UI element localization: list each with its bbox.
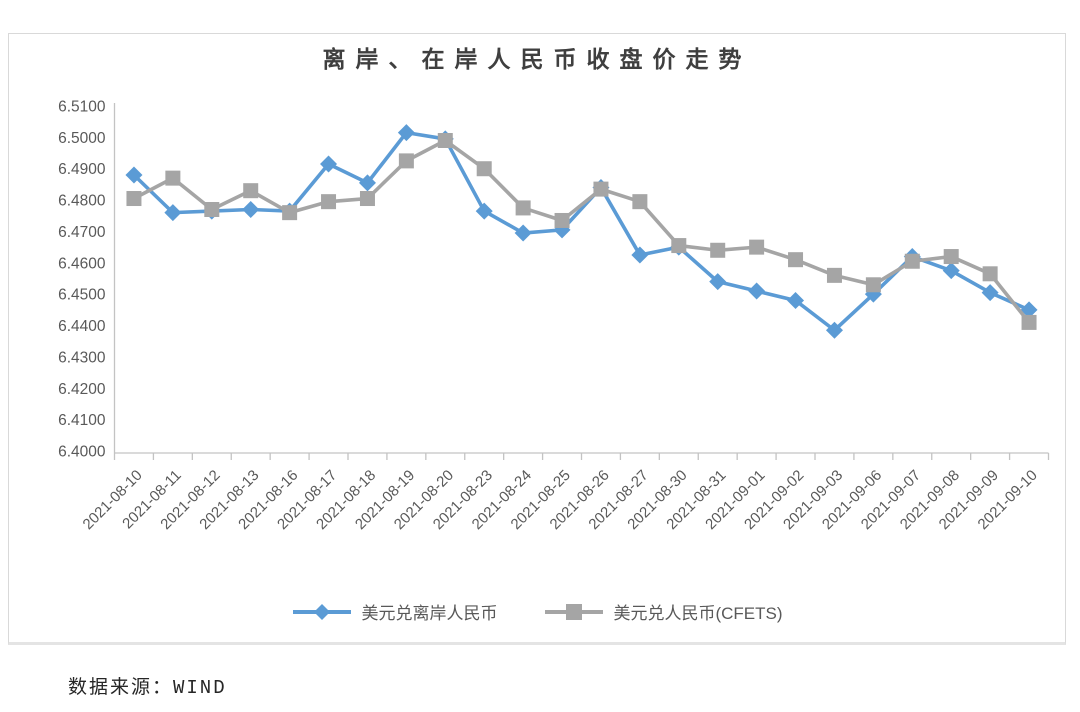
legend-item-offshore: 美元兑离岸人民币	[291, 599, 497, 624]
plot-area: 6.5100 6.5000 6.4900 6.4800 6.4700 6.4600 6.45…	[58, 99, 1050, 533]
svg-text:6.4100: 6.4100	[58, 412, 106, 429]
marker-square	[204, 202, 220, 217]
marker-square	[826, 267, 842, 283]
axes	[113, 103, 1050, 460]
svg-text:6.4000: 6.4000	[58, 444, 106, 461]
marker-diamond	[514, 224, 532, 242]
svg-text:6.4900: 6.4900	[58, 161, 106, 178]
svg-text:6.4500: 6.4500	[58, 287, 106, 304]
marker-square	[865, 277, 881, 293]
x-axis-labels: 2021-08-102021-08-112021-08-122021-08-13…	[80, 467, 1041, 533]
cfets-line-square-icon	[545, 603, 604, 620]
svg-text:6.4400: 6.4400	[58, 318, 106, 335]
marker-diamond	[475, 202, 493, 220]
marker-diamond	[709, 273, 727, 291]
marker-diamond	[242, 201, 260, 218]
marker-diamond	[942, 262, 960, 280]
marker-diamond	[164, 204, 182, 222]
data-source-note: 数据来源：WIND	[68, 677, 227, 699]
marker-square	[126, 191, 142, 207]
marker-square	[1021, 314, 1037, 330]
svg-text:6.4600: 6.4600	[58, 255, 106, 272]
offshore-line-diamond-icon	[293, 603, 352, 620]
marker-diamond	[787, 291, 805, 309]
marker-square	[632, 194, 648, 210]
svg-text:6.5100: 6.5100	[58, 99, 106, 116]
marker-square	[788, 252, 804, 268]
marker-square	[165, 170, 181, 186]
series-0	[125, 124, 1038, 339]
marker-square	[943, 249, 959, 265]
y-axis-labels: 6.5100 6.5000 6.4900 6.4800 6.4700 6.4600 6.45…	[58, 99, 106, 461]
marker-diamond	[320, 155, 338, 173]
marker-square	[982, 266, 998, 282]
marker-square	[710, 242, 726, 258]
legend: 美元兑离岸人民币 美元兑人民币(CFETS)	[9, 599, 1065, 624]
svg-text:6.5000: 6.5000	[58, 130, 106, 147]
marker-diamond	[397, 124, 415, 142]
marker-square	[671, 238, 687, 254]
marker-square	[476, 161, 492, 177]
chart-title: 离岸、在岸人民币收盘价走势	[322, 47, 752, 72]
legend-label-cfets: 美元兑人民币(CFETS)	[613, 604, 783, 623]
marker-square	[515, 200, 531, 216]
svg-text:6.4700: 6.4700	[58, 224, 106, 241]
marker-diamond	[358, 174, 376, 192]
marker-square	[243, 183, 259, 199]
marker-square	[282, 205, 298, 221]
marker-diamond	[825, 321, 843, 339]
marker-square	[437, 133, 453, 148]
svg-text:6.4800: 6.4800	[58, 193, 106, 210]
marker-square	[904, 253, 920, 269]
chart-frame: 离岸、在岸人民币收盘价走势 6.5100 6.5000 6.4900 6.4800 6.…	[8, 33, 1066, 645]
legend-item-cfets: 美元兑人民币(CFETS)	[543, 599, 783, 624]
marker-square	[359, 191, 375, 207]
series-1	[126, 133, 1037, 330]
marker-diamond	[631, 246, 649, 264]
marker-diamond	[981, 284, 999, 302]
marker-square	[321, 194, 337, 210]
svg-text:6.4200: 6.4200	[58, 381, 106, 398]
marker-square	[554, 212, 570, 228]
legend-label-offshore: 美元兑离岸人民币	[361, 604, 498, 623]
svg-text:6.4300: 6.4300	[58, 349, 106, 366]
marker-square	[398, 153, 414, 169]
marker-diamond	[748, 282, 766, 300]
marker-square	[749, 239, 765, 255]
marker-square	[593, 181, 609, 197]
